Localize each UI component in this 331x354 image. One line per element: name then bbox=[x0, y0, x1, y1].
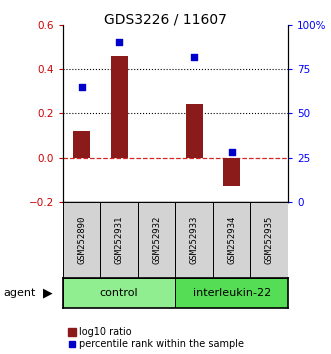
Text: agent: agent bbox=[3, 288, 36, 298]
Text: ▶: ▶ bbox=[43, 287, 53, 299]
Text: control: control bbox=[100, 288, 138, 298]
Point bbox=[79, 84, 84, 90]
Bar bbox=[213, 202, 251, 278]
Bar bbox=[223, 158, 240, 186]
Bar bbox=[138, 202, 175, 278]
Bar bbox=[175, 278, 288, 308]
Legend: log10 ratio, percentile rank within the sample: log10 ratio, percentile rank within the … bbox=[68, 327, 244, 349]
Text: GSM252935: GSM252935 bbox=[265, 216, 274, 264]
Bar bbox=[100, 202, 138, 278]
Text: interleukin-22: interleukin-22 bbox=[193, 288, 271, 298]
Bar bbox=[111, 56, 128, 158]
Bar bbox=[175, 202, 213, 278]
Point bbox=[117, 40, 122, 45]
Text: GSM252932: GSM252932 bbox=[152, 216, 161, 264]
Text: GDS3226 / 11607: GDS3226 / 11607 bbox=[104, 12, 227, 27]
Bar bbox=[63, 202, 100, 278]
Bar bbox=[251, 202, 288, 278]
Bar bbox=[186, 104, 203, 158]
Point bbox=[192, 54, 197, 59]
Point bbox=[229, 149, 234, 155]
Text: GSM252933: GSM252933 bbox=[190, 216, 199, 264]
Bar bbox=[63, 278, 175, 308]
Text: GSM252934: GSM252934 bbox=[227, 216, 236, 264]
Text: GSM252890: GSM252890 bbox=[77, 216, 86, 264]
Text: GSM252931: GSM252931 bbox=[115, 216, 124, 264]
Bar bbox=[73, 131, 90, 158]
